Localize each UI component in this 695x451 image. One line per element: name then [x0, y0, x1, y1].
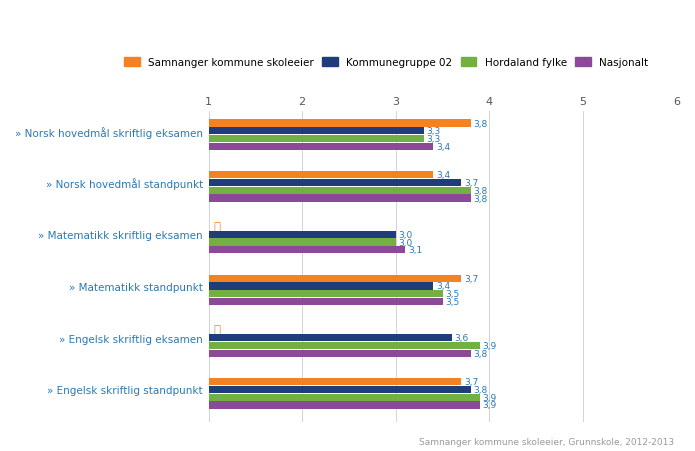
Text: 3,3: 3,3: [427, 135, 441, 144]
Text: 3,9: 3,9: [483, 393, 497, 402]
Text: 3,8: 3,8: [473, 385, 488, 394]
Text: 3,6: 3,6: [455, 333, 469, 342]
Text: 3,9: 3,9: [483, 341, 497, 350]
Text: 3,5: 3,5: [445, 297, 459, 306]
Text: ⓘ: ⓘ: [213, 324, 220, 336]
Text: 3,3: 3,3: [427, 127, 441, 136]
Text: 3,7: 3,7: [464, 179, 478, 188]
Text: 3,4: 3,4: [436, 282, 450, 291]
Bar: [208, 298, 443, 305]
Bar: [208, 128, 424, 135]
Bar: [208, 172, 433, 179]
Text: 3,9: 3,9: [483, 400, 497, 410]
Bar: [208, 247, 405, 254]
Legend: Samnanger kommune skoleeier, Kommunegruppe 02, Hordaland fylke, Nasjonalt: Samnanger kommune skoleeier, Kommunegrup…: [124, 58, 648, 68]
Bar: [208, 350, 471, 357]
Bar: [208, 239, 395, 246]
Text: 3,7: 3,7: [464, 274, 478, 283]
Text: ⓘ: ⓘ: [213, 221, 220, 234]
Bar: [208, 143, 433, 151]
Text: 3,4: 3,4: [436, 171, 450, 180]
Text: 3,4: 3,4: [436, 143, 450, 152]
Bar: [208, 342, 480, 349]
Bar: [208, 136, 424, 143]
Bar: [208, 187, 471, 194]
Bar: [208, 401, 480, 409]
Text: 3,0: 3,0: [398, 230, 413, 239]
Text: 3,5: 3,5: [445, 290, 459, 299]
Text: 3,7: 3,7: [464, 377, 478, 386]
Bar: [208, 231, 395, 238]
Bar: [208, 283, 433, 290]
Bar: [208, 195, 471, 202]
Text: 3,8: 3,8: [473, 186, 488, 195]
Bar: [208, 394, 480, 401]
Bar: [208, 275, 461, 282]
Bar: [208, 334, 452, 341]
Text: 3,8: 3,8: [473, 194, 488, 203]
Text: 3,8: 3,8: [473, 349, 488, 358]
Text: 3,0: 3,0: [398, 238, 413, 247]
Bar: [208, 120, 471, 127]
Bar: [208, 290, 443, 298]
Text: 3,8: 3,8: [473, 119, 488, 128]
Text: 3,1: 3,1: [408, 246, 422, 255]
Bar: [208, 378, 461, 385]
Bar: [208, 386, 471, 393]
Text: Samnanger kommune skoleeier, Grunnskole, 2012-2013: Samnanger kommune skoleeier, Grunnskole,…: [419, 437, 674, 446]
Bar: [208, 179, 461, 187]
